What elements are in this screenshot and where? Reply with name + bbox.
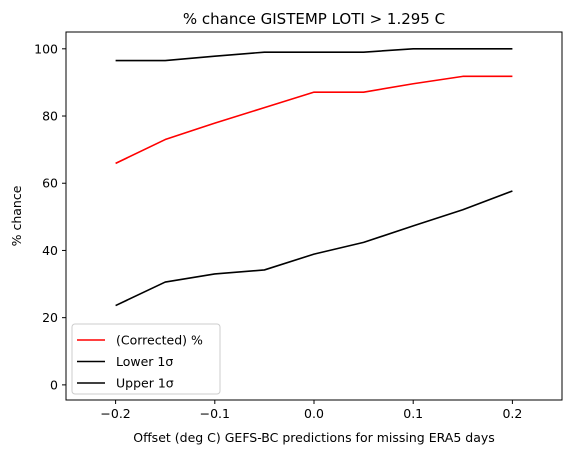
y-axis: 0 20 40 60 80 100	[34, 41, 66, 392]
series-line-1	[115, 190, 513, 307]
y-tick-label: 40	[42, 243, 58, 258]
x-axis-label: Offset (deg C) GEFS-BC predictions for m…	[133, 430, 495, 445]
series-line-2	[115, 47, 513, 62]
x-tick-label: 0.0	[304, 406, 324, 421]
y-tick-label: 0	[50, 377, 58, 392]
x-tick-label: 0.1	[403, 406, 423, 421]
y-tick-label: 60	[42, 176, 58, 191]
legend-label-1: Lower 1σ	[116, 354, 173, 369]
legend: (Corrected) % Lower 1σ Upper 1σ	[71, 323, 221, 395]
x-tick-label: −0.2	[100, 406, 130, 421]
x-tick-label: −0.1	[200, 406, 230, 421]
y-tick-label: 20	[42, 310, 58, 325]
legend-label-2: Upper 1σ	[116, 376, 174, 391]
y-tick-label: 100	[34, 41, 58, 56]
x-axis: −0.2 −0.1 0.0 0.1 0.2	[100, 400, 522, 421]
legend-box	[71, 323, 221, 395]
chart-title: % chance GISTEMP LOTI > 1.295 C	[183, 10, 445, 28]
series-layer	[115, 47, 513, 307]
y-axis-label: % chance	[9, 185, 24, 246]
series-line-0	[115, 75, 513, 165]
legend-label-0: (Corrected) %	[116, 333, 203, 348]
y-tick-label: 80	[42, 109, 58, 124]
x-tick-label: 0.2	[502, 406, 522, 421]
